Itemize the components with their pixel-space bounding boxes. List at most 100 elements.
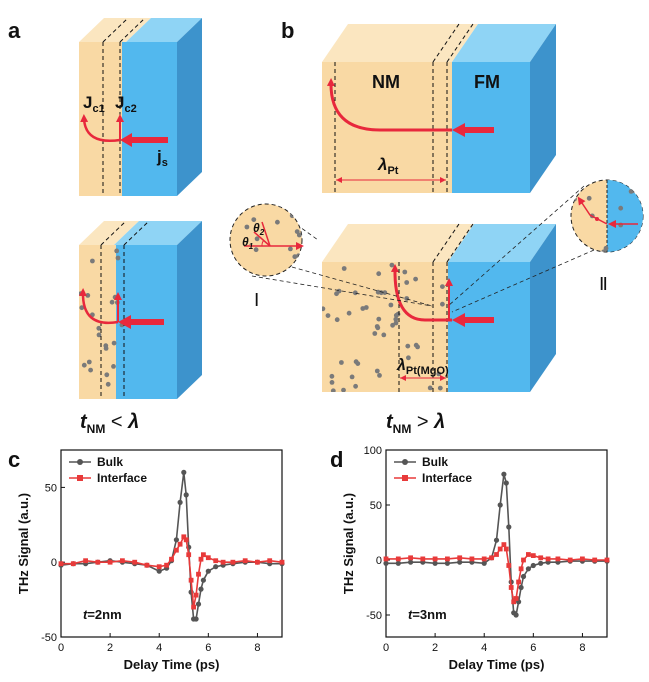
legend-entry-interface: Interface [422,471,472,485]
x-tick-label: 0 [383,642,389,654]
point-bulk [538,560,544,566]
point-interface [242,558,248,564]
point-interface [279,559,285,565]
point-interface [457,555,463,561]
point-bulk [198,586,204,592]
point-interface [395,556,401,562]
particle-dot [376,316,382,322]
thickness-annotation: t=3nm [408,607,447,622]
point-interface [188,577,194,583]
point-bulk [513,612,519,618]
particle-dot [381,332,387,338]
panel-label-a: a [8,18,21,43]
particle-dot [88,367,93,373]
particle-dot [251,217,257,223]
point-interface [521,557,526,563]
particle-dot [389,262,395,268]
point-interface [95,559,101,565]
fm-label: FM [474,72,500,92]
particle-dot [601,249,607,252]
series-line-bulk [60,472,282,620]
particle-dot [325,313,331,318]
x-tick-label: 0 [58,642,64,654]
point-interface [70,561,76,567]
point-interface [213,558,219,564]
point-interface [383,556,389,562]
particle-dot [437,385,443,391]
point-interface [494,552,499,557]
point-interface [604,557,610,563]
particle-dot [572,196,577,202]
point-interface [538,555,544,561]
particle-dot [374,368,380,374]
point-bulk [395,560,401,566]
point-bulk [156,568,162,574]
point-interface [469,556,475,562]
point-bulk [457,559,463,565]
legend-entry-bulk: Bulk [97,455,123,469]
point-bulk [506,524,512,530]
particle-dot [353,383,358,389]
particle-dot [349,374,355,380]
legend-entry-bulk: Bulk [422,455,448,469]
particle-dot [96,325,102,331]
theta1-label: θ1 [242,235,254,251]
particle-dot [427,385,433,391]
legend-marker [77,459,83,465]
particle-dot [413,276,418,282]
particle-dot [111,340,117,346]
panel-b-top-block [322,23,556,193]
particle-dot [376,271,382,277]
y-tick-label: 0 [376,555,382,567]
particle-dot [79,305,85,311]
magnify-circle-2 [570,179,644,253]
particle-dot [254,236,260,242]
series-line-bulk [386,473,607,617]
particle-dot [339,360,344,365]
particle-dot [395,311,401,317]
thickness-annotation: t=2nm [83,607,122,622]
particle-dot [393,320,399,326]
point-interface [408,555,413,561]
point-interface [592,557,598,563]
panel-b-bottom-block [251,185,595,392]
point-interface [181,534,187,540]
point-interface [530,553,536,558]
point-interface [497,546,503,552]
y-tick-label: 100 [364,445,382,457]
point-interface [169,556,174,562]
particle-dot [382,290,388,295]
point-interface [432,556,438,562]
particle-dot [330,388,336,392]
lambda-pt-label: λPt [377,155,399,177]
point-interface [481,556,487,562]
point-interface [511,599,517,605]
point-interface [489,555,494,561]
panel-label-d: d [330,447,343,472]
x-axis-label: Delay Time (ps) [124,657,220,672]
x-tick-label: 6 [205,642,211,654]
point-interface [164,562,169,568]
particle-dot [334,317,340,323]
particle-dot [244,224,250,230]
point-interface [230,559,236,565]
point-interface [83,558,88,564]
y-tick-label: 50 [370,500,382,512]
particle-dot [292,254,298,260]
x-tick-label: 8 [254,642,260,654]
particle-dot [322,306,326,312]
x-tick-label: 8 [579,642,585,654]
point-interface [545,556,551,562]
point-interface [518,566,524,572]
point-bulk [183,492,189,498]
nm-label: NM [372,72,400,92]
x-tick-label: 4 [481,642,487,654]
point-interface [501,542,507,547]
particle-dot [329,380,335,385]
y-tick-label: 0 [51,557,57,569]
point-bulk [497,502,503,508]
point-interface [503,546,509,552]
particle-dot [341,387,346,392]
particle-dot [440,301,445,307]
point-bulk [205,568,211,574]
